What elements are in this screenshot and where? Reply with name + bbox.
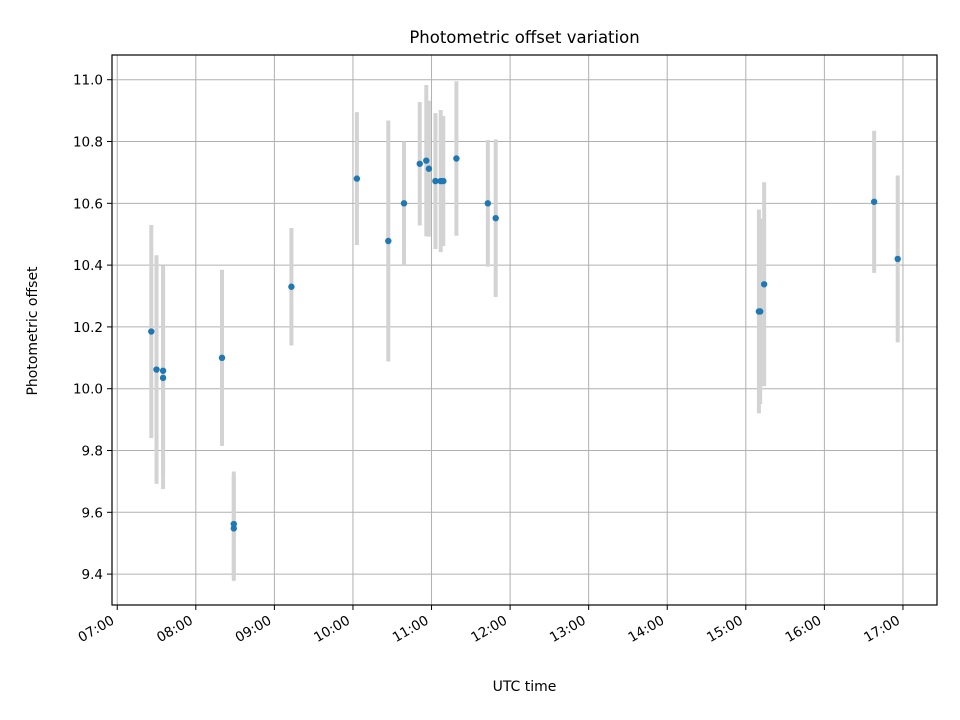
y-tick-label: 10.0: [73, 382, 103, 398]
y-axis-label: Photometric offset: [25, 266, 41, 396]
data-point: [230, 525, 237, 532]
data-point: [159, 367, 167, 374]
data-point: [760, 281, 768, 288]
data-point: [400, 200, 408, 207]
y-tick-label: 9.8: [82, 444, 103, 460]
y-tick-label: 11.0: [73, 73, 103, 89]
grid: [112, 55, 937, 605]
data-point: [870, 198, 878, 205]
data-point: [425, 165, 433, 172]
data-point: [353, 175, 361, 182]
data-point: [440, 177, 447, 185]
y-tick-label: 9.6: [82, 505, 103, 521]
data-point: [432, 177, 439, 185]
y-axis-ticks: 9.4 9.6 9.8 10.0 10.2 10.4 10.6 10.8 11.0: [73, 73, 112, 583]
data-point: [385, 237, 392, 245]
data-point: [148, 328, 155, 335]
plot-frame: [111, 54, 938, 606]
data-point: [423, 157, 430, 164]
data-point: [153, 366, 160, 373]
data-point: [484, 200, 492, 207]
data-point: [757, 308, 764, 315]
chart-title: Photometric offset variation: [409, 28, 639, 47]
data-point: [894, 255, 901, 263]
y-tick-label: 10.4: [73, 258, 103, 274]
y-tick-label: 9.4: [82, 567, 103, 583]
y-tick-label: 10.2: [73, 320, 103, 336]
data-point: [218, 354, 226, 362]
data-points: [148, 155, 901, 532]
data-point: [288, 283, 295, 290]
data-point: [492, 214, 499, 222]
x-axis-label: UTC time: [493, 679, 557, 695]
y-tick-label: 10.6: [73, 196, 103, 212]
data-point: [416, 160, 423, 167]
y-tick-label: 10.8: [73, 135, 103, 151]
data-point: [159, 374, 167, 382]
data-point: [453, 155, 460, 162]
